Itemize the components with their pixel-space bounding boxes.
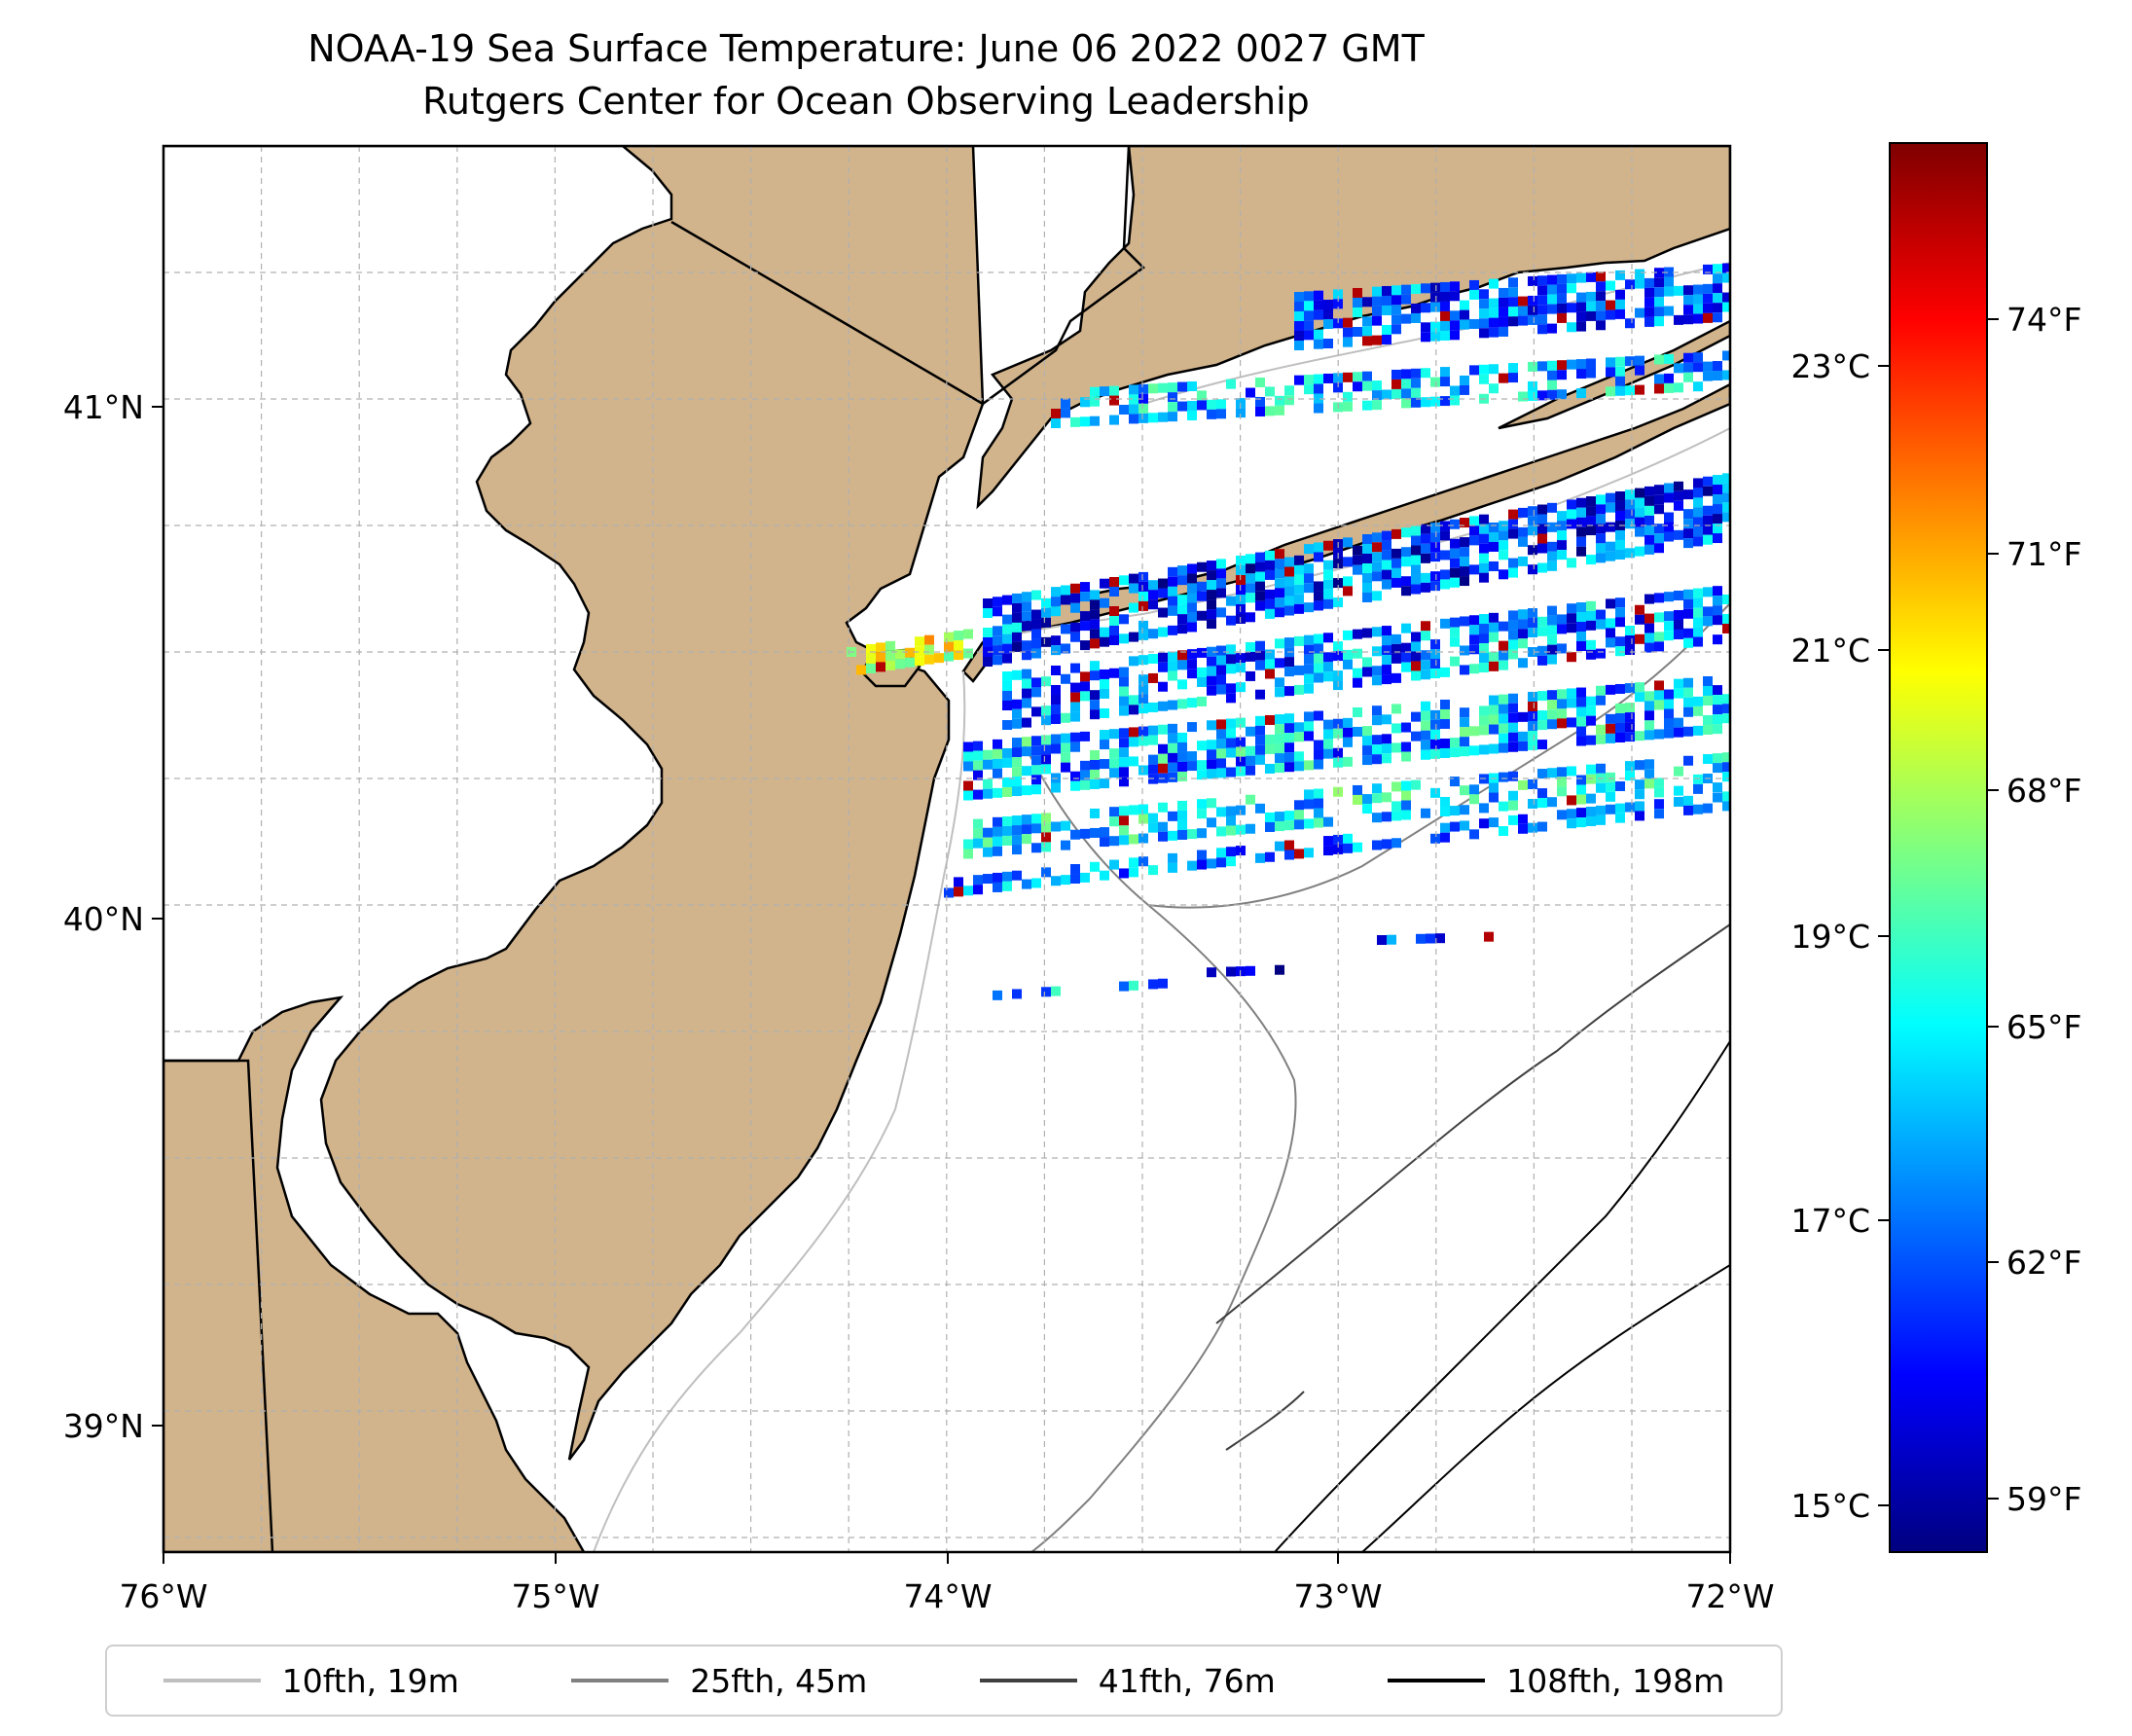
legend-line-108fth xyxy=(1388,1679,1486,1682)
colorbar-celsius-label: 23°C xyxy=(1790,347,1870,385)
colorbar-fahrenheit-label: 65°F xyxy=(2006,1008,2081,1046)
legend-label-108fth: 108fth, 198m xyxy=(1506,1661,1725,1700)
colorbar-celsius-label: 21°C xyxy=(1790,632,1870,669)
y-tick-label: 40°N xyxy=(63,900,144,938)
legend-item-41fth: 41fth, 76m xyxy=(979,1661,1276,1700)
legend-label-25fth: 25fth, 45m xyxy=(690,1661,868,1700)
axis-labels: 76°W 75°W 74°W 73°W 72°W 41°N 40°N 39°N xyxy=(63,388,1775,1615)
bathymetry-41fth xyxy=(1215,923,1730,1451)
colorbar-labels: 23°C 21°C 19°C 17°C 15°C 74°F 71°F 68°F 65°F 62°F… xyxy=(1790,301,2081,1525)
legend-line-10fth xyxy=(163,1679,261,1682)
land xyxy=(163,146,1730,1552)
colorbar-fahrenheit-label: 71°F xyxy=(2006,535,2081,573)
colorbar-celsius-label: 15°C xyxy=(1790,1487,1870,1525)
colorbar-celsius-label: 17°C xyxy=(1790,1202,1870,1240)
legend-line-25fth xyxy=(571,1679,669,1682)
legend-label-41fth: 41fth, 76m xyxy=(1098,1661,1276,1700)
x-tick-label: 75°W xyxy=(511,1577,599,1615)
y-tick-label: 39°N xyxy=(63,1407,144,1445)
colorbar-fahrenheit-label: 62°F xyxy=(2006,1244,2081,1282)
colorbar xyxy=(1889,142,1988,1553)
x-tick-label: 74°W xyxy=(903,1577,992,1615)
contour-legend: 10fth, 19m 25fth, 45m 41fth, 76m 108fth,… xyxy=(105,1645,1783,1717)
state-boundaries xyxy=(163,146,1145,1552)
colorbar-fahrenheit-label: 59°F xyxy=(2006,1480,2081,1518)
legend-label-10fth: 10fth, 19m xyxy=(281,1661,459,1700)
legend-item-108fth: 108fth, 198m xyxy=(1388,1662,1724,1700)
legend-item-10fth: 10fth, 19m xyxy=(163,1662,459,1700)
x-tick-label: 76°W xyxy=(119,1577,207,1615)
map-subtitle: Rutgers Center for Ocean Observing Leade… xyxy=(422,80,1310,123)
gridlines xyxy=(163,146,1730,1552)
legend-item-25fth: 25fth, 45m xyxy=(571,1662,867,1700)
colorbar-fahrenheit-label: 74°F xyxy=(2006,301,2081,339)
map-title: NOAA-19 Sea Surface Temperature: June 06… xyxy=(307,27,1425,70)
bathymetry-108fth xyxy=(1274,1040,1730,1552)
x-tick-label: 72°W xyxy=(1685,1577,1774,1615)
colorbar-fahrenheit-label: 68°F xyxy=(2006,772,2081,810)
bathymetry-25fth xyxy=(1021,602,1730,1552)
x-tick-label: 73°W xyxy=(1293,1577,1382,1615)
legend-line-41fth xyxy=(979,1679,1077,1682)
colorbar-celsius-label: 19°C xyxy=(1790,918,1870,956)
y-tick-label: 41°N xyxy=(63,388,144,426)
